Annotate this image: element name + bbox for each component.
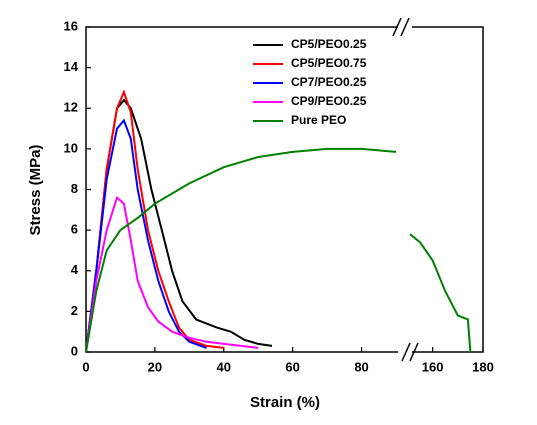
y-tick-label: 4	[71, 262, 79, 277]
legend-label: CP5/PEO0.25	[291, 37, 367, 51]
x-tick-label: 0	[82, 359, 89, 374]
y-tick-label: 6	[71, 222, 78, 237]
legend-label: CP5/PEO0.75	[291, 56, 367, 70]
x-tick-label: 60	[285, 359, 299, 374]
y-axis-title: Stress (MPa)	[27, 145, 44, 236]
y-tick-label: 8	[71, 181, 78, 196]
legend-label: Pure PEO	[291, 113, 346, 127]
x-tick-label: 160	[422, 359, 444, 374]
y-tick-label: 14	[64, 59, 79, 74]
series-line	[85, 89, 224, 353]
y-tick-label: 12	[64, 100, 78, 115]
y-tick-label: 2	[71, 303, 78, 318]
x-tick-label: 20	[148, 359, 162, 374]
y-tick-label: 16	[64, 18, 78, 33]
series-line	[85, 195, 259, 353]
legend-label: CP9/PEO0.25	[291, 94, 367, 108]
legend-label: CP7/PEO0.25	[291, 75, 367, 89]
series-line	[85, 147, 472, 353]
y-tick-label: 0	[71, 343, 78, 358]
x-tick-label: 40	[217, 359, 231, 374]
y-tick-label: 10	[64, 140, 78, 155]
x-tick-label: 180	[472, 359, 494, 374]
series-line	[85, 118, 207, 353]
axis-break	[392, 17, 419, 362]
x-axis-title: Strain (%)	[250, 394, 320, 411]
series-line	[85, 98, 273, 353]
x-tick-label: 80	[354, 359, 368, 374]
